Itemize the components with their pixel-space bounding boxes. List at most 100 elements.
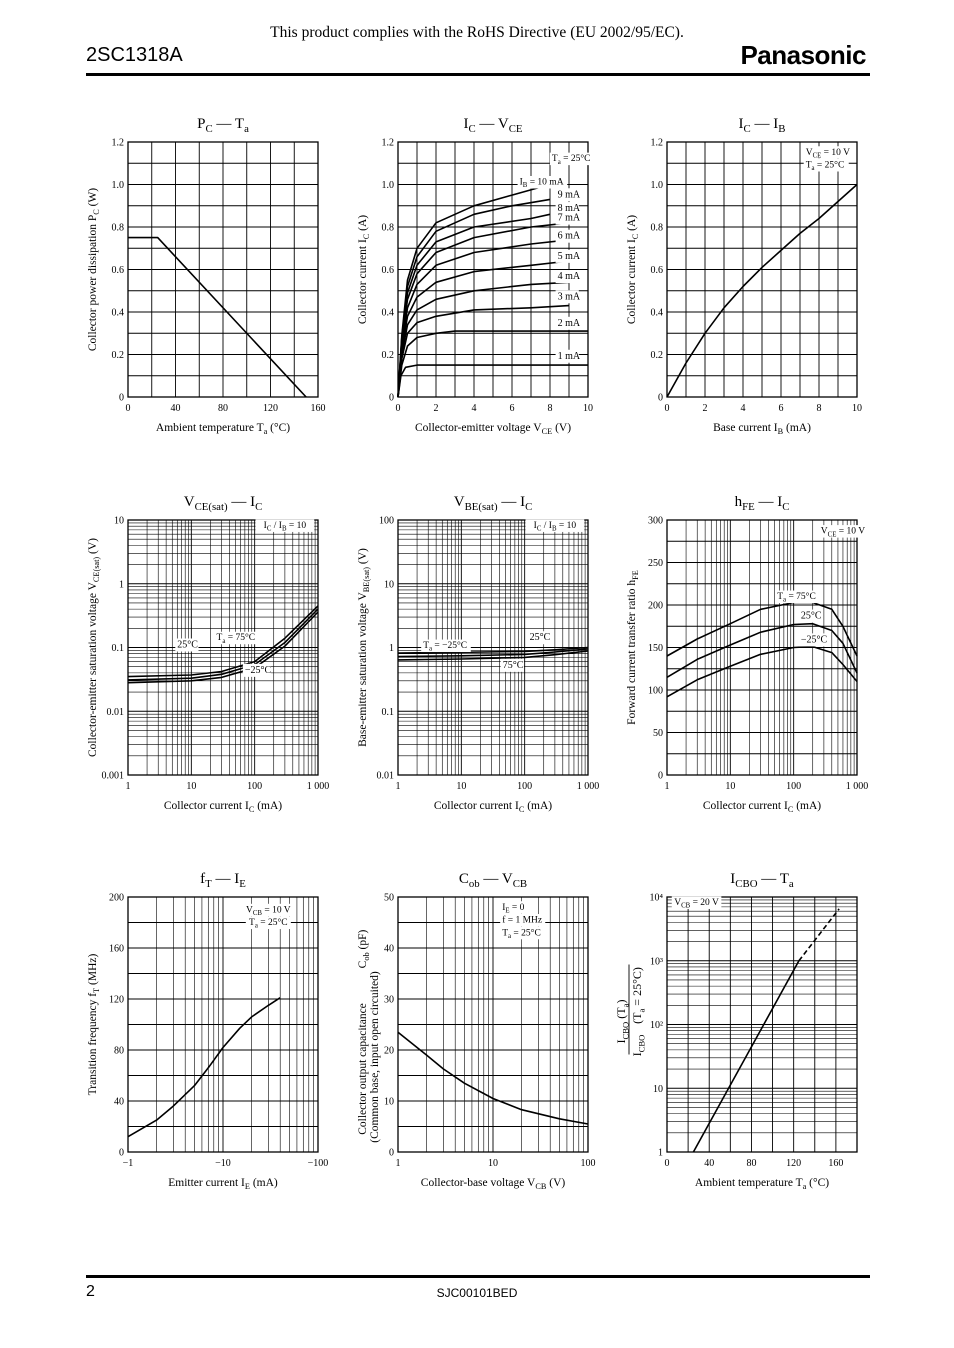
annotation-label: 25°C (530, 632, 551, 643)
y-tick-label: 0.01 (377, 771, 395, 782)
annotation-bg (242, 663, 271, 677)
y-tick-label: 0 (658, 771, 663, 782)
x-tick-label: 100 (517, 781, 532, 792)
annotation-bg (555, 249, 579, 263)
chart-title: IC — VCE (463, 116, 522, 135)
annotation-label: 4 mA (558, 271, 581, 282)
x-tick-label: 6 (779, 403, 784, 414)
y-tick-label: 20 (384, 1046, 394, 1057)
x-tick-label: 80 (218, 403, 228, 414)
x-tick-label: 10 (852, 403, 862, 414)
x-tick-label: 0 (665, 403, 670, 414)
annotation-label: 25°C (801, 611, 822, 622)
y-tick-label: 0 (389, 393, 394, 404)
annotation-bg (549, 152, 595, 166)
y-axis-label: Cob (pF) (357, 930, 371, 969)
x-tick-label: 0 (665, 1158, 670, 1169)
y-axis-label-main: Collector output capacitance (357, 1003, 369, 1135)
y-tick-label: 10² (650, 1020, 663, 1031)
annotation-bg (500, 926, 546, 940)
annotation-label: IC / IB = 10 (264, 521, 307, 533)
x-tick-label: 1 (396, 781, 401, 792)
annotation-bg (555, 316, 579, 330)
annotation-label: VCE = 10 V (821, 527, 865, 539)
y-tick-label: 10 (653, 1084, 663, 1095)
chart-vbesat_ic: 1 10 100 1 000 0.01 0.1 1 10 100 VBE(sat) — IC Col… (357, 494, 599, 814)
document-code: SJC00101BED (436, 1286, 518, 1300)
series-line (666, 622, 858, 678)
annotation-label: 6 mA (558, 231, 581, 242)
y-tick-label: 250 (648, 558, 663, 569)
x-tick-label: 2 (703, 403, 708, 414)
x-tick-label: 100 (247, 781, 262, 792)
series-line (397, 646, 589, 654)
x-tick-label: 0 (126, 403, 131, 414)
y-tick-label: 10 (384, 1097, 394, 1108)
annotation-bg (243, 903, 294, 917)
x-tick-label: 1 (665, 781, 670, 792)
annotation-label: Ta = −25°C (423, 640, 467, 653)
y-tick-label: 0.4 (112, 308, 125, 319)
y-axis-label: Base-emitter saturation voltage VBE(sat)… (357, 548, 371, 747)
series-line (397, 183, 551, 398)
y-tick-label: 120 (109, 995, 124, 1006)
x-tick-label: 1 (126, 781, 131, 792)
annotation-bg (255, 519, 315, 532)
annotation-bg (525, 519, 585, 532)
y-tick-label: 0 (658, 393, 663, 404)
chart-ic_vce: 0 2 4 6 8 10 0 0.2 0.4 0.6 0.8 1.0 1.2 IC — VCE Collec… (357, 116, 595, 436)
annotation-label: 5 mA (558, 251, 581, 262)
series-line (397, 648, 589, 658)
chart-vcesat_ic: 1 10 100 1 000 0.001 0.01 0.1 1 10 VCE(sat) — IC C… (87, 494, 329, 814)
annotation-label: VCB = 20 V (674, 898, 719, 910)
chart-pc_ta: 0 40 80 120 160 0 0.2 0.4 0.6 0.8 1.0 1.2 PC — Ta Amb… (87, 116, 326, 436)
x-tick-label: 10 (456, 781, 466, 792)
y-tick-label: 1 (658, 1148, 663, 1159)
annotation-bg (818, 525, 868, 538)
y-tick-label: 0.6 (112, 265, 125, 276)
y-tick-label: 50 (653, 728, 663, 739)
y-tick-label: 0.1 (112, 643, 125, 654)
x-tick-label: 120 (263, 403, 278, 414)
y-tick-label: 200 (648, 601, 663, 612)
series-line (692, 960, 800, 1153)
x-axis-label: Collector current IC (mA) (703, 800, 821, 814)
annotation-bg (500, 914, 546, 927)
x-axis-label: Collector current IC (mA) (434, 800, 552, 814)
y-tick-label: 0.6 (382, 265, 395, 276)
y-tick-label: 0.4 (651, 308, 664, 319)
chart-title: Cob — VCB (459, 871, 527, 890)
annotation-bg (500, 658, 524, 672)
y-axis-label: Collector current IC (A) (357, 215, 371, 324)
x-tick-label: 10 (488, 1158, 498, 1169)
y-tick-label: 0 (119, 393, 124, 404)
x-axis-label: Emitter current IE (mA) (168, 1177, 278, 1191)
series-line (397, 304, 570, 398)
y-tick-label: 150 (648, 643, 663, 654)
x-tick-label: 8 (548, 403, 553, 414)
annotation-bg (555, 270, 579, 284)
y-tick-label: 160 (109, 944, 124, 955)
annotation-bg (214, 631, 260, 645)
chart-cob_vcb: 1 10 100 0 10 20 30 40 50 Cob — VCB Collector-base… (357, 871, 596, 1191)
y-tick-label: 0.001 (102, 771, 125, 782)
x-tick-label: −1 (123, 1158, 134, 1169)
part-number: 2SC1318A (86, 44, 183, 66)
annotation-label: Ta = 25°C (552, 153, 591, 166)
annotation-label: 2 mA (558, 318, 581, 329)
x-tick-label: 120 (786, 1158, 801, 1169)
x-tick-label: 160 (828, 1158, 843, 1169)
annotation-bg (775, 590, 821, 604)
annotation-bg (555, 290, 579, 304)
x-tick-label: 4 (741, 403, 746, 414)
chart-title: VBE(sat) — IC (454, 494, 533, 513)
annotation-label: Ta = 25°C (502, 927, 541, 940)
annotation-bg (555, 229, 579, 243)
annotation-label: Ta = 25°C (806, 160, 845, 173)
y-tick-label: 0.2 (651, 350, 664, 361)
chart-title: hFE — IC (735, 494, 790, 513)
annotation-bg (500, 901, 532, 914)
annotation-bg (527, 631, 551, 645)
plot-frame (666, 141, 858, 398)
annotation-label: Ta = 75°C (777, 591, 816, 604)
